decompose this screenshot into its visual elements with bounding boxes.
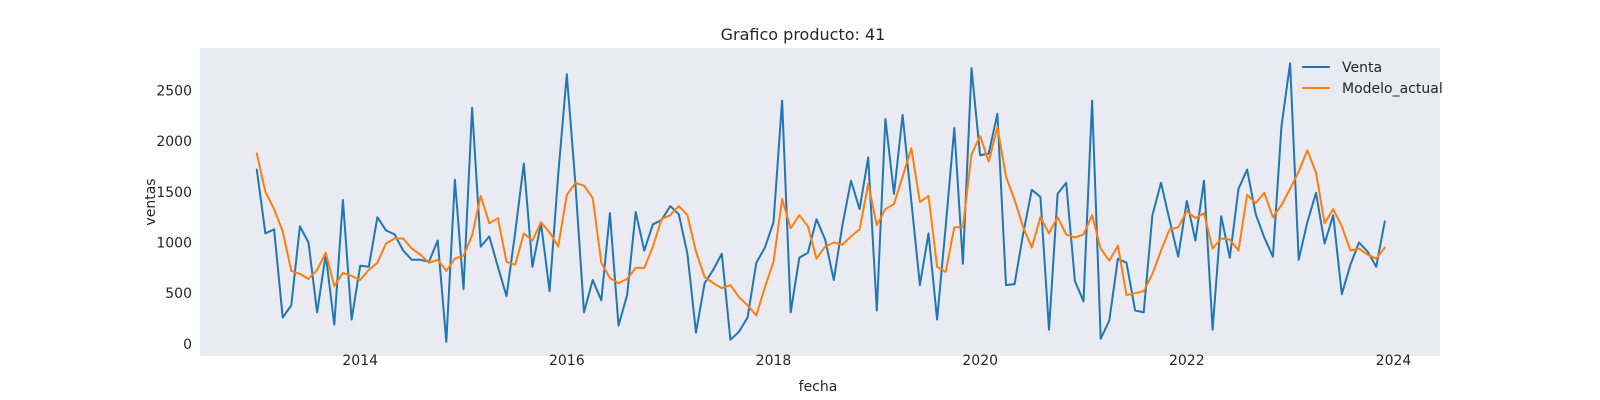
series-line-venta <box>255 62 1386 343</box>
chart-title: Grafico producto: 41 <box>721 25 886 44</box>
y-tick-label: 0 <box>183 337 192 353</box>
series-layer <box>255 62 1386 343</box>
y-tick-label: 2500 <box>156 84 192 100</box>
x-axis-ticks: 2014 2016 2018 2020 2022 2024 <box>342 353 1411 369</box>
x-tick-label: 2014 <box>342 353 378 369</box>
y-tick-label: 500 <box>165 286 192 302</box>
x-tick-label: 2018 <box>756 353 792 369</box>
legend-label: Venta <box>1342 60 1382 76</box>
y-axis-ticks: 0 500 1000 1500 2000 2500 <box>156 84 192 353</box>
y-tick-label: 1500 <box>156 185 192 201</box>
x-tick-label: 2024 <box>1376 353 1412 369</box>
y-axis-label: ventas <box>143 178 159 225</box>
y-tick-label: 1000 <box>156 236 192 252</box>
x-axis-label: fecha <box>799 379 838 395</box>
plot-area <box>200 48 1440 356</box>
x-tick-label: 2020 <box>962 353 998 369</box>
x-tick-label: 2016 <box>549 353 585 369</box>
y-tick-label: 2000 <box>156 134 192 150</box>
x-tick-label: 2022 <box>1169 353 1205 369</box>
legend-label: Modelo_actual <box>1342 81 1443 97</box>
series-line-modelo-actual <box>255 126 1386 317</box>
legend: Venta Modelo_actual <box>1302 60 1443 97</box>
